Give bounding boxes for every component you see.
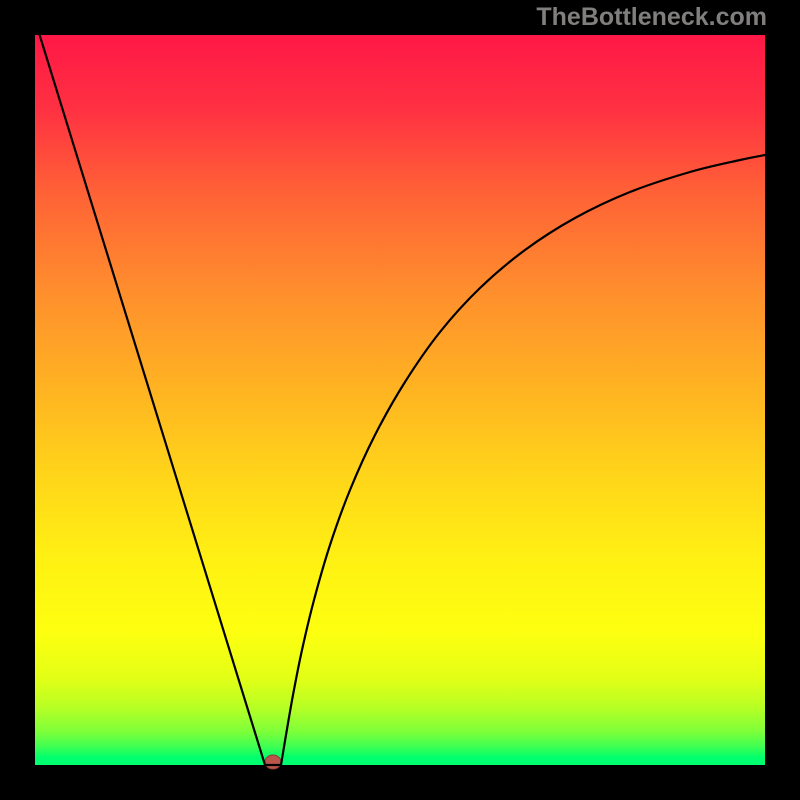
curve-left-branch bbox=[35, 20, 265, 765]
trough-marker bbox=[265, 755, 281, 769]
watermark-text: TheBottleneck.com bbox=[536, 3, 767, 32]
chart-frame: TheBottleneck.com bbox=[0, 0, 800, 800]
curve-right-branch bbox=[281, 155, 765, 765]
bottleneck-curve bbox=[0, 0, 800, 800]
